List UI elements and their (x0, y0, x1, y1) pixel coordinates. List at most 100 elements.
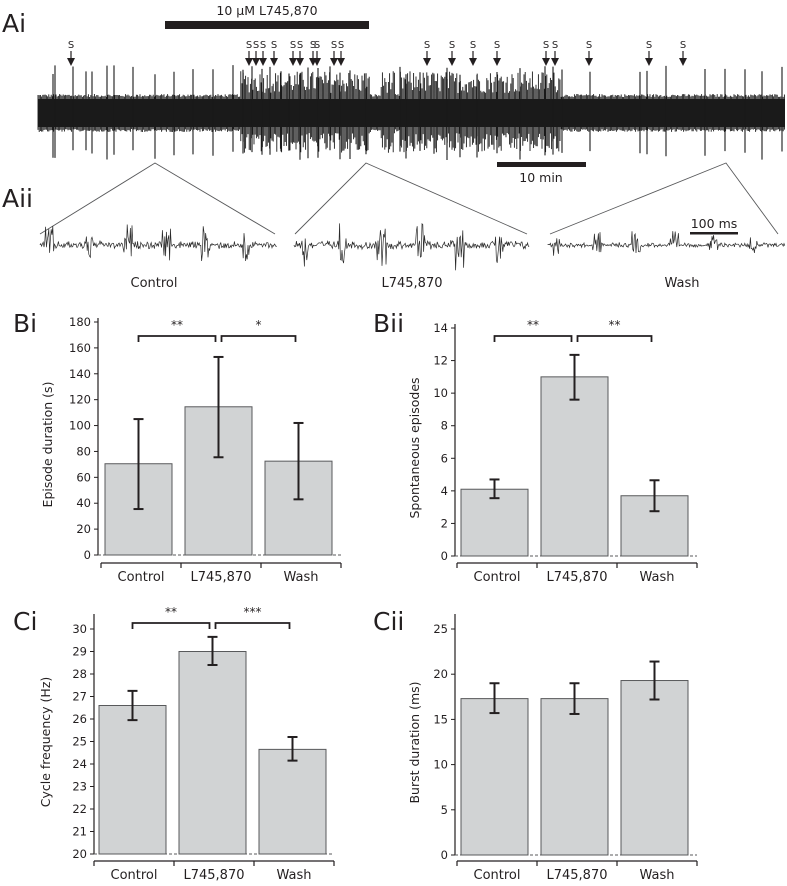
episode-arrow: S (259, 40, 267, 66)
bar-control (460, 488, 529, 557)
y-tick-label: 12 (433, 354, 448, 368)
y-tick-label: 26 (72, 712, 87, 726)
y-tick-label: 140 (69, 367, 91, 381)
y-tick-label: 25 (433, 622, 448, 636)
episode-marker-label: S (246, 40, 252, 51)
time-scale-label: 10 min (519, 170, 562, 185)
fast-trace-control (39, 224, 277, 262)
zoom-lines (39, 162, 779, 235)
significance-bracket: * (220, 318, 297, 342)
episode-arrow: S (679, 40, 687, 66)
episode-marker-label: S (68, 40, 74, 51)
bar-l745870 (540, 698, 609, 856)
y-tick-label: 27 (72, 690, 87, 704)
fast-scale-bar (690, 232, 738, 235)
y-tick-label: 20 (72, 847, 87, 861)
arrow-head (493, 58, 501, 66)
trace-label-control: Control (131, 276, 178, 291)
arrow-head (585, 58, 593, 66)
episode-marker-label: S (586, 40, 592, 51)
arrow-head (289, 58, 297, 66)
episode-arrow: S (551, 40, 559, 66)
episode-arrow: S (289, 40, 297, 66)
expanded-traces (39, 223, 786, 271)
bracket-line (576, 335, 653, 342)
arrow-head (245, 58, 253, 66)
time-scale-bar (497, 162, 586, 167)
y-axis-title: Episode duration (s) (40, 382, 55, 508)
episode-marker-label: S (449, 40, 455, 51)
y-tick-label: 28 (72, 667, 87, 681)
arrow-head (423, 58, 431, 66)
significance-label: * (256, 318, 262, 332)
panel-label-ci: Ci (13, 607, 37, 636)
x-tick-label: Control (474, 570, 521, 585)
bracket-line (214, 622, 291, 629)
y-tick-label: 20 (76, 522, 91, 536)
episode-marker-label: S (314, 40, 320, 51)
x-tick-label: Control (111, 868, 158, 883)
x-tick-label: Control (474, 868, 521, 883)
zoom-line-l745870 (294, 162, 528, 235)
episode-arrow: S (270, 40, 278, 66)
panel-label-bi: Bi (13, 309, 37, 338)
fast-trace-l745870 (293, 223, 530, 271)
y-axis-title: Burst duration (ms) (407, 681, 422, 803)
bracket-line (220, 335, 297, 342)
arrow-head (337, 58, 345, 66)
y-tick-label: 100 (69, 419, 91, 433)
episode-marker-label: S (253, 40, 259, 51)
episode-arrow: S (645, 40, 653, 66)
arrow-head (645, 58, 653, 66)
x-tick-label: L745,870 (183, 868, 244, 883)
y-tick-label: 60 (76, 470, 91, 484)
x-tick-label: L745,870 (190, 570, 251, 585)
significance-label: ** (609, 318, 621, 332)
trace-label-l745870: L745,870 (381, 276, 442, 291)
y-tick-label: 40 (76, 496, 91, 510)
significance-bracket: ** (493, 318, 573, 342)
y-tick-label: 8 (441, 419, 448, 433)
episode-marker-label: S (494, 40, 500, 51)
bar-wash (258, 748, 327, 855)
panel-label-bii: Bii (373, 309, 404, 338)
y-tick-label: 14 (433, 321, 448, 335)
significance-bracket: ** (131, 605, 211, 629)
episode-marker-label: S (646, 40, 652, 51)
bar-wash (620, 680, 689, 856)
episode-marker-label: S (470, 40, 476, 51)
long-recording-trace (37, 65, 785, 160)
trace-noise (37, 71, 785, 153)
significance-bracket: ** (576, 318, 653, 342)
episode-marker-label: S (424, 40, 430, 51)
arrow-head (67, 58, 75, 66)
trace-label-wash: Wash (664, 276, 699, 291)
arrow-head (448, 58, 456, 66)
y-tick-label: 25 (72, 735, 87, 749)
x-tick-label: Wash (276, 868, 311, 883)
episode-arrow: S (448, 40, 456, 66)
arrow-head (296, 58, 304, 66)
drug-application-bar (165, 21, 369, 29)
bar-control (460, 698, 529, 856)
chart-episode-duration: Bi 0 20 40 60 80 100 120 140 160 180 Episode durat… (13, 309, 342, 585)
y-tick-label: 5 (441, 803, 448, 817)
episode-marker-label: S (543, 40, 549, 51)
y-tick-label: 24 (72, 757, 87, 771)
episode-marker-label: S (680, 40, 686, 51)
episode-arrow: S (469, 40, 477, 66)
x-tick-label: Wash (283, 570, 318, 585)
episode-arrow: S (337, 40, 345, 66)
y-axis-title: Spontaneous episodes (407, 377, 422, 518)
arrow-head (679, 58, 687, 66)
episode-arrow: S (252, 40, 260, 66)
trace-spikes (52, 65, 783, 160)
episode-arrow: S (542, 40, 550, 66)
episode-arrow: S (423, 40, 431, 66)
arrow-head (259, 58, 267, 66)
x-tick-label: L745,870 (546, 570, 607, 585)
significance-label: ** (165, 605, 177, 619)
episode-arrow: S (67, 40, 75, 66)
arrow-head (330, 58, 338, 66)
